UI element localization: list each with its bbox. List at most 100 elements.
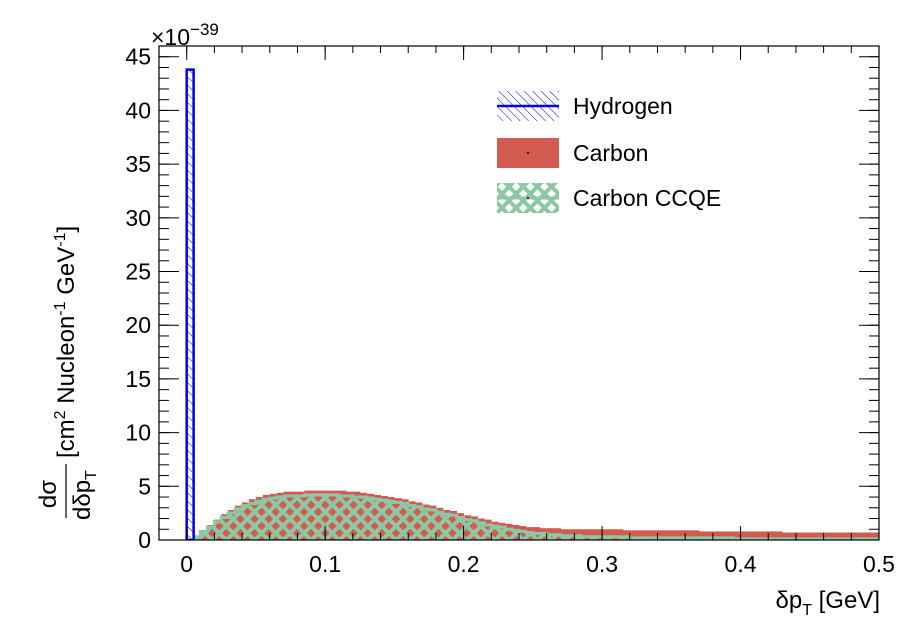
carbon-bar <box>872 532 879 540</box>
carbon-bar <box>858 532 866 540</box>
carbon-ccqe-bar <box>595 536 603 540</box>
carbon-bar <box>671 530 679 540</box>
carbon-bar <box>726 531 735 540</box>
carbon-ccqe-bar <box>311 494 319 540</box>
carbon-bar <box>636 530 645 540</box>
carbon-ccqe-bar <box>429 509 437 540</box>
carbon-ccqe-bar <box>276 497 285 540</box>
x-tick-label: 0.4 <box>725 551 757 577</box>
carbon-bar <box>740 531 748 540</box>
carbon-ccqe-bar <box>442 514 451 540</box>
y-tick-label: 5 <box>138 473 151 499</box>
carbon-ccqe-bar <box>602 536 610 540</box>
carbon-bar <box>837 532 845 540</box>
carbon-bar <box>609 529 617 540</box>
legend-entry-carbon-ccqe: Carbon CCQE <box>497 183 721 213</box>
carbon-ccqe-bar <box>325 494 333 540</box>
carbon-bar <box>712 531 721 540</box>
y-tick-label: 45 <box>125 44 151 70</box>
y-label-units: [cm2 Nucleon-1 GeV-1] <box>52 226 80 458</box>
carbon-bar <box>782 532 790 540</box>
carbon-bar <box>629 530 638 540</box>
carbon-ccqe-bar <box>415 506 423 540</box>
x-tick-label: 0.5 <box>863 551 895 577</box>
y-tick-label: 25 <box>125 259 151 285</box>
carbon-ccqe-bar <box>525 532 534 540</box>
carbon-ccqe-bar <box>290 495 298 540</box>
legend-label-carbon: Carbon <box>573 140 648 166</box>
carbon-bar <box>678 530 686 540</box>
carbon-ccqe-bar <box>463 519 471 540</box>
carbon-bar <box>581 529 589 540</box>
carbon-ccqe-bar <box>339 495 347 540</box>
carbon-ccqe-bar <box>366 498 375 540</box>
carbon-ccqe-bar <box>539 533 548 540</box>
carbon-ccqe-bar <box>505 529 513 540</box>
carbon-ccqe-bar <box>567 535 575 540</box>
carbon-bar <box>789 532 797 540</box>
x-tick-label: 0.2 <box>448 551 480 577</box>
carbon-bar <box>802 532 811 540</box>
carbon-ccqe-bar <box>422 508 430 540</box>
legend: Hydrogen Carbon Carbon CCQE <box>497 91 721 213</box>
y-tick-label: 0 <box>138 527 151 553</box>
carbon-ccqe-bar <box>373 499 381 540</box>
carbon-ccqe-bar <box>588 536 596 540</box>
carbon-ccqe-bar <box>380 500 388 540</box>
carbon-bar <box>588 529 596 540</box>
hydrogen-bar <box>185 68 195 540</box>
carbon-ccqe-bar <box>456 517 465 540</box>
carbon-ccqe-bar <box>359 497 368 540</box>
carbon-bar <box>719 531 728 540</box>
y-tick-label: 20 <box>125 312 151 338</box>
legend-marker-carbon-ccqe <box>527 197 529 199</box>
carbon-ccqe-outline <box>193 493 879 540</box>
carbon-bar <box>830 532 838 540</box>
y-axis-label: dσ dδpT [cm2 Nucleon-1 GeV-1] <box>35 226 100 520</box>
y-tick-label: 35 <box>125 151 151 177</box>
carbon-ccqe-bar <box>214 521 222 540</box>
x-tick-label: 0.1 <box>309 551 341 577</box>
carbon-bar <box>844 532 852 540</box>
carbon-ccqe-bar <box>574 535 582 540</box>
y-tick-label: 10 <box>125 420 151 446</box>
carbon-ccqe-bar <box>255 501 264 540</box>
carbon-ccqe-bar <box>512 530 520 540</box>
legend-label-carbon-ccqe: Carbon CCQE <box>573 185 721 211</box>
legend-label-hydrogen: Hydrogen <box>573 93 673 119</box>
carbon-bar <box>851 532 859 540</box>
carbon-ccqe-bar <box>615 536 624 540</box>
carbon-ccqe-bar <box>283 495 291 540</box>
carbon-bar <box>650 530 658 540</box>
carbon-bar <box>622 530 631 540</box>
carbon-ccqe-bar <box>622 536 631 540</box>
legend-entry-carbon: Carbon <box>497 138 648 168</box>
legend-entry-hydrogen: Hydrogen <box>497 91 673 121</box>
y-tick-label: 15 <box>125 366 151 392</box>
carbon-ccqe-bar <box>484 524 492 540</box>
carbon-bar <box>595 529 603 540</box>
carbon-bar <box>816 532 825 540</box>
carbon-bar <box>761 531 769 540</box>
carbon-ccqe-bar <box>532 533 541 540</box>
carbon-ccqe-bar <box>242 505 250 540</box>
carbon-ccqe-bar <box>609 536 617 540</box>
carbon-bar <box>823 532 831 540</box>
y-label-numerator: dσ <box>35 480 62 508</box>
carbon-ccqe-bar <box>401 503 409 540</box>
y-tick-label: 40 <box>125 97 151 123</box>
carbon-bar <box>795 532 804 540</box>
carbon-ccqe-bar <box>553 534 561 540</box>
carbon-bar <box>733 531 741 540</box>
carbon-ccqe-bar <box>221 517 229 540</box>
carbon-ccqe-bar <box>345 495 354 540</box>
carbon-bar <box>602 529 610 540</box>
x-axis-label: δpT [GeV] <box>775 587 880 619</box>
carbon-ccqe-bar <box>304 494 312 540</box>
carbon-bar <box>768 531 776 540</box>
carbon-ccqe-bar <box>560 535 568 540</box>
carbon-ccqe-bar <box>269 498 278 540</box>
carbon-ccqe-bar <box>408 505 416 540</box>
carbon-ccqe-bar <box>262 499 271 540</box>
